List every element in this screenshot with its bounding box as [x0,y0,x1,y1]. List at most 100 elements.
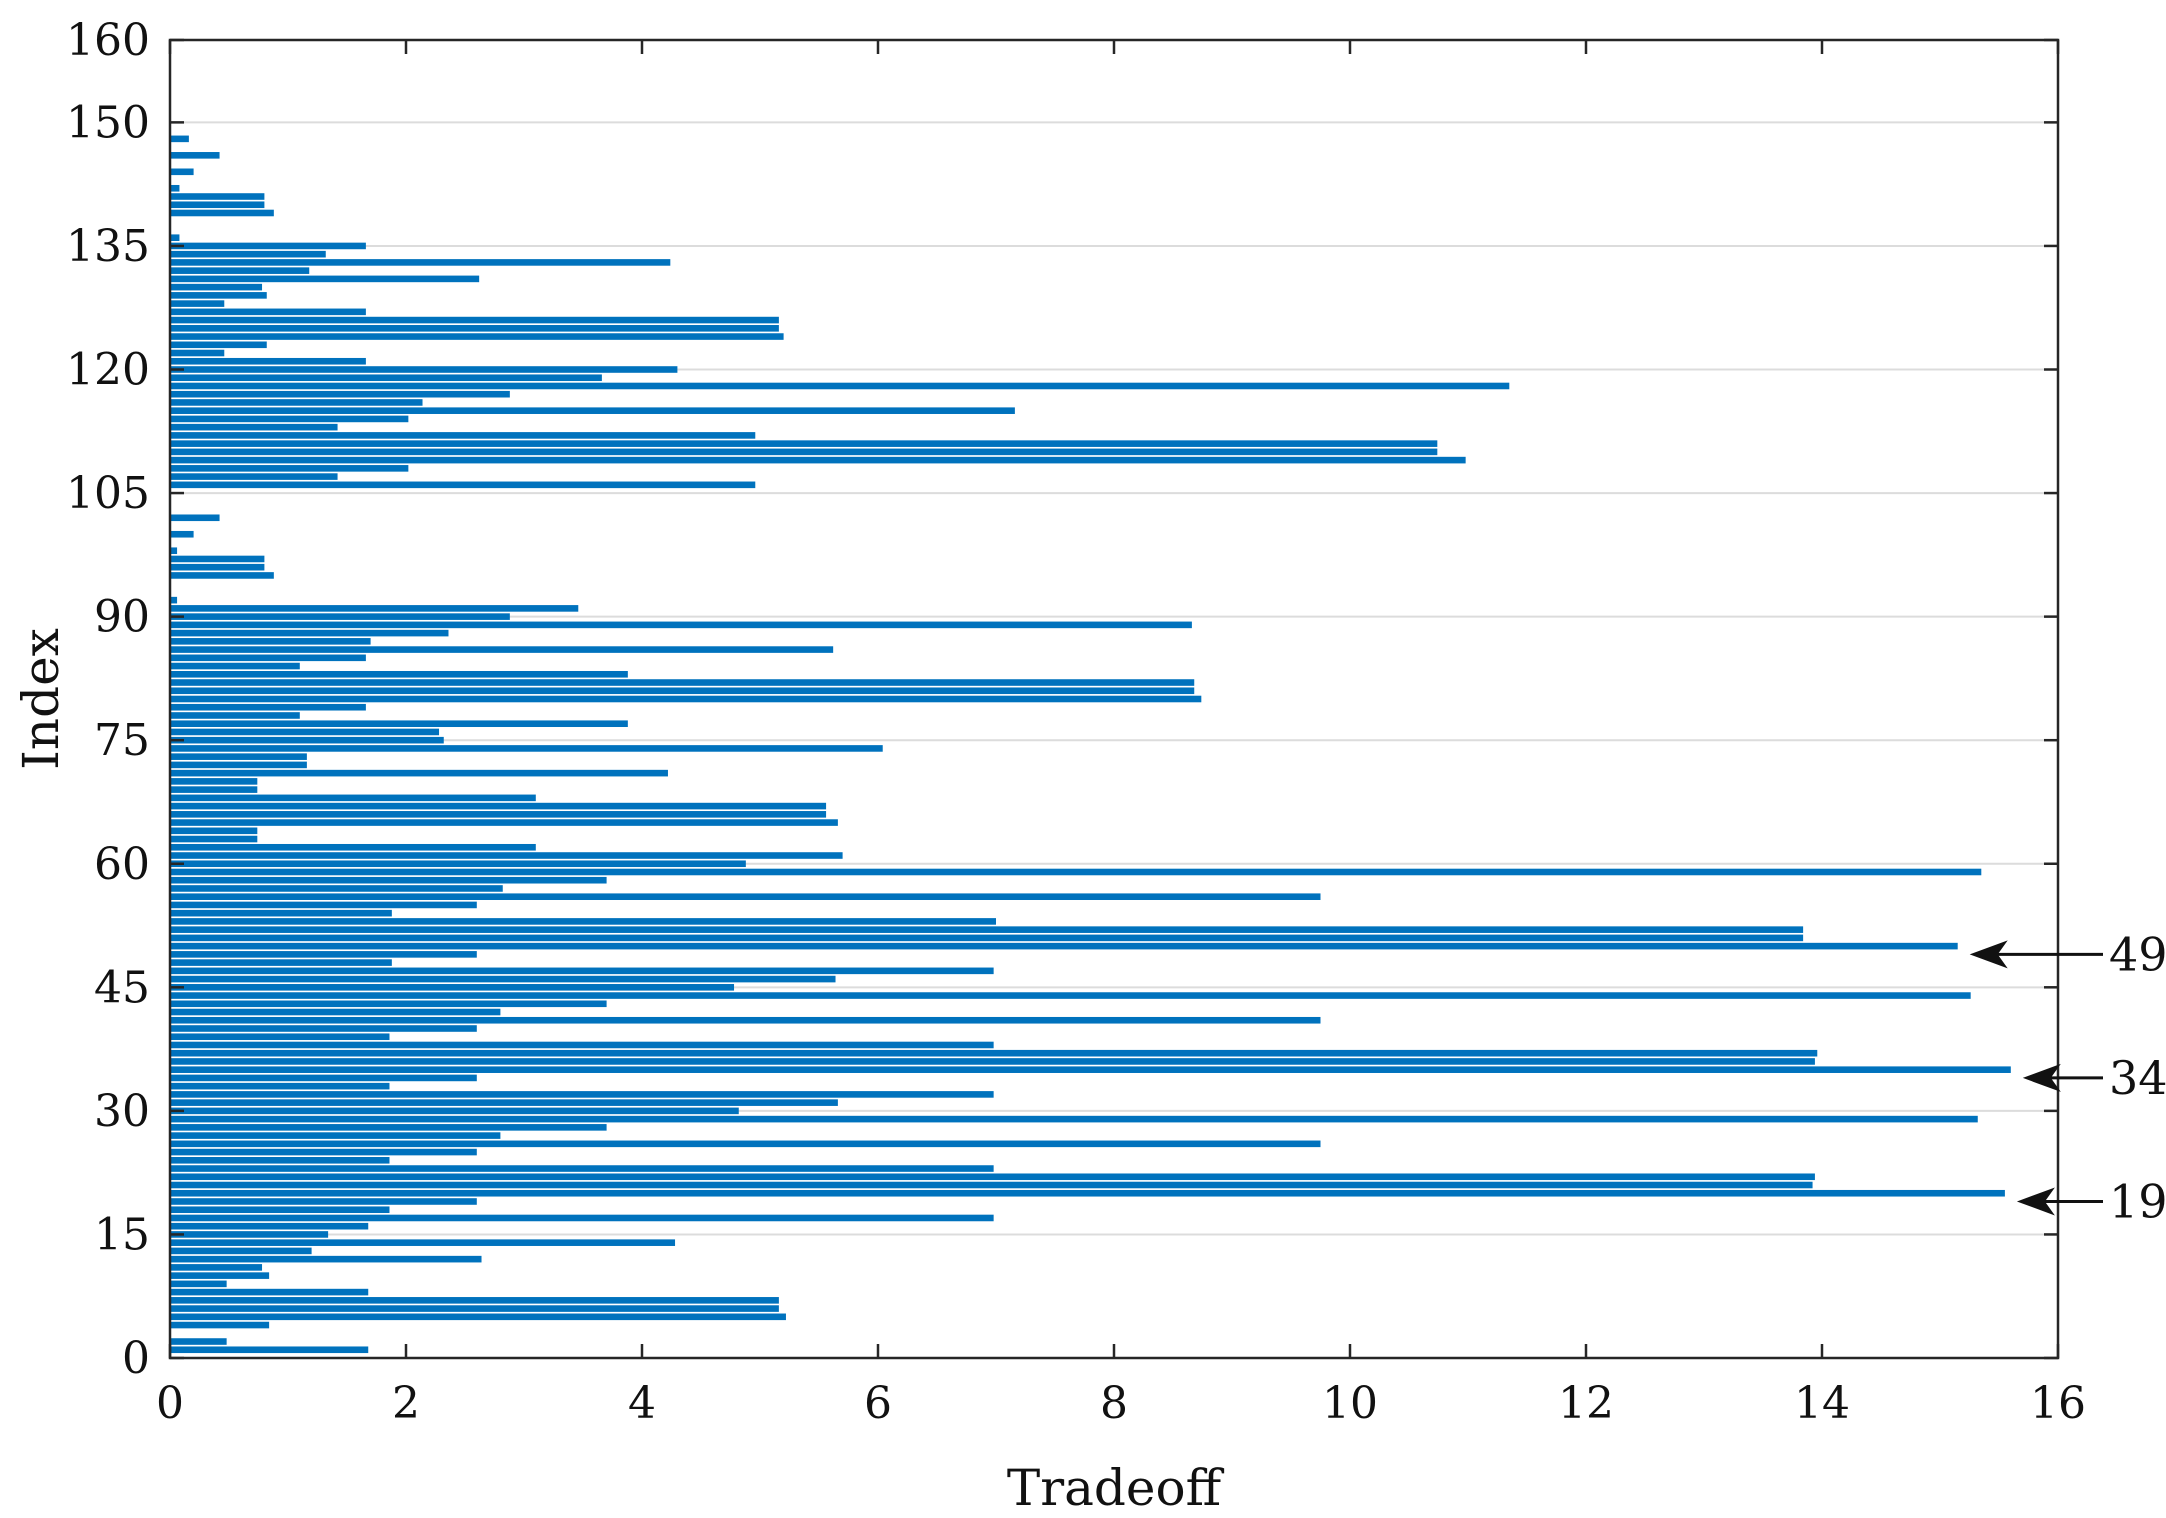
bar-133 [170,259,671,266]
bar-24 [170,1157,390,1164]
annotation-arrow-head-49 [1969,940,2008,969]
bar-16 [170,1222,369,1230]
bar-25 [170,1148,477,1156]
bar-56 [170,893,1321,900]
bar-112 [170,432,756,439]
bar-53 [170,918,996,925]
bar-20 [170,1189,2005,1197]
bar-120 [170,366,678,373]
bar-73 [170,753,307,760]
bar-64 [170,827,258,835]
bar-38 [170,1041,994,1049]
bars [170,135,2011,1354]
bar-79 [170,703,366,711]
bar-27 [170,1132,501,1139]
bar-90 [170,613,510,620]
bar-115 [170,407,1015,414]
bar-128 [170,300,225,307]
bar-129 [170,292,267,299]
bar-57 [170,885,503,892]
bar-83 [170,670,628,678]
bar-18 [170,1206,390,1214]
x-tick-label-4: 4 [628,1378,656,1429]
bar-78 [170,712,300,719]
bar-12 [170,1255,482,1263]
bar-77 [170,720,628,728]
y-axis-title: Index [12,628,70,770]
bar-21 [170,1181,1813,1189]
bar-141 [170,193,265,200]
bar-4 [170,1321,270,1329]
bar-63 [170,835,258,843]
annotations: 49 34 19 [1969,927,2166,1228]
bar-46 [170,975,836,983]
bar-76 [170,728,440,736]
bar-111 [170,440,1438,447]
bar-26 [170,1140,1321,1148]
bar-61 [170,852,843,859]
bar-95 [170,572,274,579]
bar-41 [170,1016,1321,1024]
bar-125 [170,325,779,332]
bar-50 [170,942,1958,950]
bar-139 [170,209,274,217]
bar-109 [170,456,1466,464]
bar-39 [170,1033,390,1041]
bar-51 [170,934,1804,942]
annotation-label-34: 34 [2109,1051,2166,1105]
bar-119 [170,374,602,382]
y-tick-label-15: 15 [94,1209,150,1260]
bar-44 [170,992,1971,999]
bar-52 [170,926,1804,933]
bar-32 [170,1091,994,1098]
bar-92 [170,596,178,604]
bar-70 [170,778,258,785]
bar-2 [170,1338,227,1345]
bar-82 [170,679,1195,686]
bar-121 [170,357,366,365]
bar-29 [170,1115,1978,1123]
bar-130 [170,283,263,291]
bar-7 [170,1297,779,1304]
bar-97 [170,555,265,563]
annotation-label-19: 19 [2109,1174,2166,1228]
bar-17 [170,1214,994,1222]
bar-117 [170,390,510,398]
bar-81 [170,687,1195,695]
bar-40 [170,1025,477,1032]
bar-123 [170,341,267,349]
annotation-arrow-head-34 [2022,1063,2061,1092]
bar-8 [170,1288,369,1296]
bar-6 [170,1305,779,1312]
bar-136 [170,234,180,241]
y-tick-label-60: 60 [94,839,150,890]
x-tick-label-10: 10 [1322,1378,1378,1429]
bar-71 [170,769,668,777]
x-tick-label-8: 8 [1100,1378,1128,1429]
bar-113 [170,423,338,431]
bar-10 [170,1272,270,1279]
bar-88 [170,629,449,637]
x-axis-title: Tradeoff [1007,1459,1225,1517]
y-tick-label-135: 135 [66,221,150,272]
x-tick-label-12: 12 [1558,1378,1614,1429]
y-tick-label-75: 75 [94,715,150,766]
bar-35 [170,1066,2011,1073]
bar-60 [170,860,746,868]
bar-1 [170,1346,369,1354]
bar-75 [170,736,444,744]
bar-86 [170,646,834,653]
bar-45 [170,984,735,991]
y-tick-label-0: 0 [122,1333,150,1384]
bar-142 [170,184,180,192]
bar-74 [170,745,883,752]
bar-49 [170,951,477,958]
bar-134 [170,250,326,258]
bar-80 [170,695,1202,703]
y-tick-label-45: 45 [94,962,150,1013]
y-tick-label-30: 30 [94,1086,150,1137]
bar-59 [170,868,1982,876]
bar-66 [170,811,827,818]
x-tick-label-0: 0 [156,1378,184,1429]
x-tick-label-14: 14 [1794,1378,1850,1429]
